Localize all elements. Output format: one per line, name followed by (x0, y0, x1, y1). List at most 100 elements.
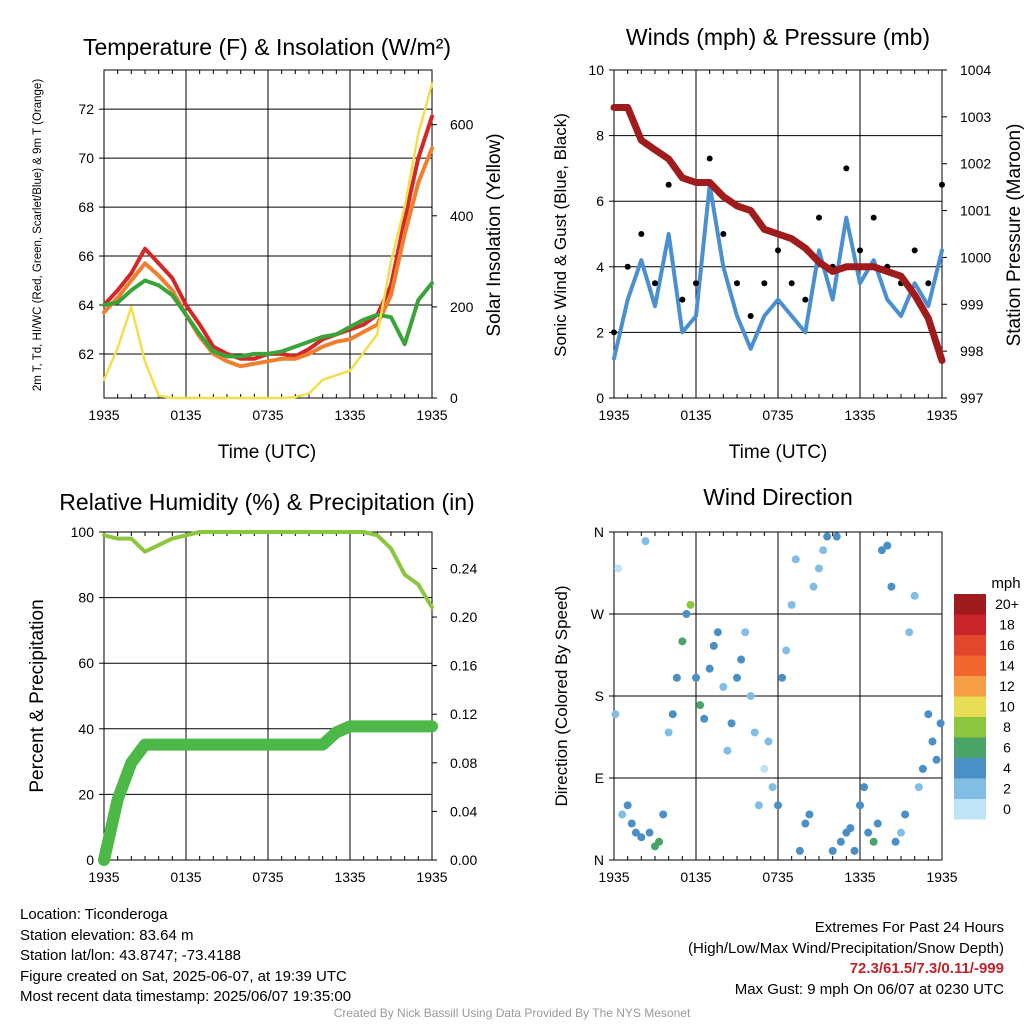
y-tick-label: 8 (596, 128, 604, 144)
y2-tick-label: 1002 (960, 156, 991, 172)
solar-insolation-series (102, 82, 434, 400)
insolation-y-axis-label: Solar Insolation (Yellow) (484, 133, 505, 336)
gust-point (624, 263, 631, 270)
credit-line: Created By Nick Bassill Using Data Provi… (333, 1006, 691, 1020)
gust-point (802, 296, 809, 303)
y-tick-label: 6 (596, 193, 604, 209)
wind-direction-point (791, 555, 800, 564)
wind-direction-point (645, 828, 654, 837)
gust-point (788, 280, 795, 287)
wind-direction-point (623, 801, 632, 810)
speed-legend-swatch (954, 737, 986, 758)
wind-direction-point (764, 737, 773, 746)
wind-direction-point (877, 546, 886, 555)
wind-direction-point (768, 783, 777, 792)
wind-direction-point (611, 710, 620, 719)
gust-point (925, 280, 932, 287)
x-tick-label: 0135 (680, 869, 711, 885)
wind-direction-point (760, 764, 769, 773)
wind-direction-point (905, 628, 914, 637)
wind-direction-point (692, 673, 700, 682)
max-gust: Max Gust: 9 mph On 06/07 at 0230 UTC (734, 980, 1004, 998)
x-tick-label: 1935 (416, 407, 447, 423)
y-tick-label: 2 (596, 324, 604, 340)
humidity-panel: Relative Humidity (%) & Precipitation (i… (27, 489, 477, 885)
wind-direction-point (696, 701, 705, 710)
x-tick-label: 1935 (88, 869, 119, 885)
wind-direction-point (860, 783, 869, 792)
wind-direction-point (887, 582, 896, 591)
wind-direction-point (668, 710, 677, 719)
winds-x-axis-label: Time (UTC) (729, 442, 828, 463)
wind-direction-point (686, 600, 695, 609)
wind-direction-point (778, 673, 787, 682)
y2-tick-label: 997 (960, 390, 984, 406)
extremes-subtitle: (High/Low/Max Wind/Precipitation/Snow De… (688, 939, 1004, 957)
y-tick-label: S (595, 688, 604, 704)
y2-tick-label: 400 (450, 208, 474, 224)
wind-direction-point (631, 828, 640, 837)
y2-tick-label: 0 (450, 390, 458, 406)
wind-direction-point (795, 846, 804, 855)
x-tick-label: 1935 (416, 869, 447, 885)
speed-legend-label: 4 (1003, 760, 1011, 776)
wind-direction-point (672, 673, 681, 682)
y-tick-label: 72 (78, 101, 94, 117)
recent-data-timestamp: Most recent data timestamp: 2025/06/07 1… (20, 988, 352, 1005)
y2-tick-label: 1003 (960, 109, 991, 125)
wind-direction-point (655, 837, 664, 846)
wind-direction-point (836, 837, 845, 846)
speed-legend-label: 16 (999, 637, 1015, 653)
gust-point (857, 247, 863, 254)
gust-point (665, 181, 672, 188)
wind-direction-point (641, 537, 650, 546)
gust-point (911, 247, 918, 254)
sonic-wind-series (612, 182, 944, 361)
station-info: Location: Ticonderoga Station elevation:… (20, 905, 351, 1008)
wind-direction-point (809, 582, 818, 591)
y2-tick-label: 0.00 (450, 852, 477, 868)
gust-point (734, 280, 740, 287)
y-tick-label: E (595, 770, 604, 786)
y2-tick-label: 200 (450, 299, 474, 315)
wind-direction-point (846, 824, 855, 833)
y-tick-label: 62 (78, 346, 94, 362)
x-tick-label: 0735 (762, 869, 793, 885)
y-tick-label: N (594, 524, 604, 540)
station-latlon: Station lat/lon: 43.8747; -73.4188 (20, 947, 242, 964)
y2-tick-label: 1004 (960, 62, 991, 78)
gust-point (679, 296, 686, 303)
speed-legend: 20+ 18 16 14 12 10 8 6 4 2 0 (954, 594, 1019, 820)
wind-direction-point (873, 819, 882, 828)
y-tick-label: 64 (78, 297, 94, 313)
wind-direction-point (891, 837, 900, 846)
speed-legend-swatch (954, 635, 986, 656)
wind-direction-point (746, 692, 755, 700)
wind-direction-point (914, 783, 923, 792)
humidity-y-axis-label: Percent & Precipitation (27, 599, 48, 792)
temperature-x-axis-label: Time (UTC) (218, 442, 317, 463)
x-tick-label: 0735 (762, 407, 793, 423)
extremes-values: 72.3/61.5/7.3/0.11/-999 (849, 960, 1004, 977)
humidity-chart-title: Relative Humidity (%) & Precipitation (i… (59, 489, 474, 515)
pressure-y-axis-label: Station Pressure (Maroon) (1004, 124, 1024, 347)
gust-point (638, 231, 645, 237)
x-tick-label: 1935 (926, 407, 957, 423)
x-tick-label: 1935 (88, 407, 119, 423)
wind-direction-point (869, 837, 878, 846)
station-location: Location: Ticonderoga (20, 906, 168, 923)
temperature-panel: Temperature (F) & Insolation (W/m²) Time… (32, 34, 505, 463)
y2-tick-label: 0.04 (450, 803, 477, 819)
wind-direction-y-axis-label: Direction (Colored By Speed) (552, 585, 571, 806)
temperature-y-axis-label: 2m T, Td, HI/WC (Red, Green, Scarlet/Blu… (32, 79, 44, 391)
wind-direction-point (750, 728, 759, 737)
speed-legend-swatch (954, 676, 986, 697)
x-tick-label: 0135 (680, 407, 711, 423)
relative-humidity-series (102, 530, 434, 610)
speed-legend-swatch (954, 717, 986, 738)
y-tick-label: 10 (588, 62, 604, 78)
wind-direction-point (713, 628, 722, 637)
y-tick-label: 0 (596, 390, 604, 406)
speed-legend-label: 14 (999, 658, 1015, 674)
